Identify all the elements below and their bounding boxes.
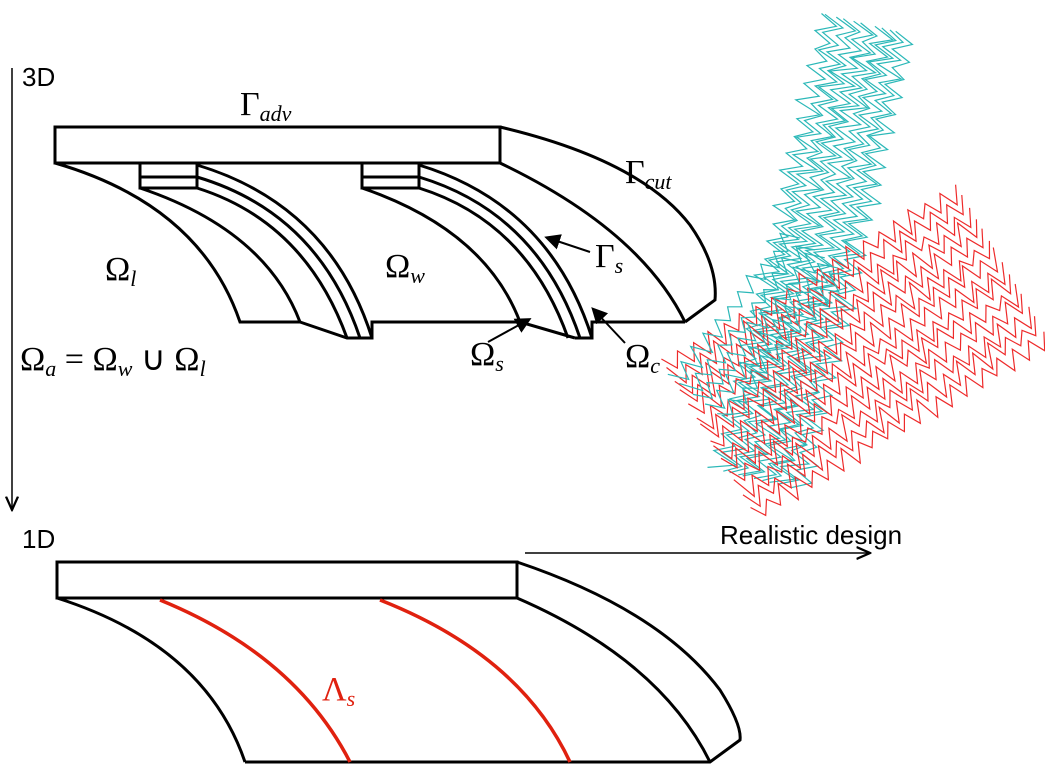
subscript: l	[200, 356, 206, 381]
symbol: Ω	[385, 248, 410, 285]
figure: 3D 1D Realistic design Γadv Γcut Ωl Ωw Γ…	[0, 0, 1045, 771]
math-label: Ωs	[470, 336, 504, 376]
symbol: Ω	[105, 251, 130, 288]
subscript: l	[130, 266, 136, 291]
math-label: Ωl	[105, 251, 136, 291]
subscript: s	[615, 253, 624, 278]
subscript: w	[118, 356, 133, 381]
symbol: Ω	[625, 338, 650, 375]
subscript: a	[45, 356, 56, 381]
math-label: Ωw	[385, 248, 425, 288]
subscript: w	[410, 263, 425, 288]
symbol: Γ	[240, 86, 260, 123]
symbol: Ω	[470, 336, 495, 373]
equation: Ωa = Ωw ∪ Ωl	[20, 341, 206, 381]
subscript: cut	[645, 169, 673, 194]
symbol: ∪ Ω	[132, 341, 199, 378]
symbol: = Ω	[56, 341, 117, 378]
subscript: adv	[260, 101, 292, 126]
math-label: Γs	[595, 238, 623, 278]
subscript: s	[347, 686, 356, 711]
math-label: Γadv	[240, 86, 292, 126]
math-label: Γcut	[625, 154, 672, 194]
math-label: Λs	[322, 671, 355, 711]
symbol: Γ	[595, 238, 615, 275]
domain-1d	[57, 562, 740, 762]
level-label: 1D	[22, 524, 55, 554]
math-label: Ωc	[625, 338, 660, 378]
subscript: c	[650, 353, 660, 378]
symbol: Λ	[322, 671, 347, 708]
symbol: Ω	[20, 341, 45, 378]
subscript: s	[495, 351, 504, 376]
domain-3d	[55, 127, 715, 338]
symbol: Γ	[625, 154, 645, 191]
caption: Realistic design	[720, 520, 902, 550]
stent-render	[661, 14, 1044, 516]
level-label: 3D	[22, 62, 55, 92]
